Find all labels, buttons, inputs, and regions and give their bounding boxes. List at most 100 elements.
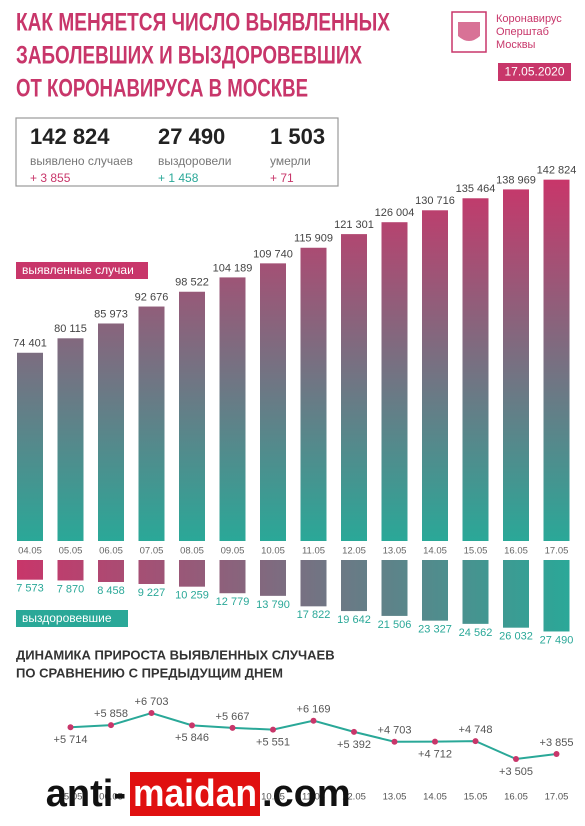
recovered-label: 24 562 [459, 627, 493, 639]
title-line: ОТ КОРОНАВИРУСА В МОСКВЕ [16, 75, 308, 103]
date: 17.05.2020 [504, 65, 564, 79]
recovered-bar [57, 560, 84, 581]
increase-label: +5 714 [54, 734, 88, 746]
logo-text: Москвы [496, 39, 536, 51]
increase-point [432, 738, 438, 745]
case-bar [260, 263, 286, 541]
increase-point [391, 738, 398, 745]
case-label: 104 189 [213, 262, 253, 274]
date-label: 16.05 [504, 792, 528, 803]
date-label: 17.05 [545, 792, 569, 803]
case-bar [17, 352, 43, 541]
title-line: ЗАБОЛЕВШИХ И ВЫЗДОРОВЕВШИХ [16, 42, 362, 70]
legend-label: выявленные случаи [22, 263, 134, 277]
increase-point [472, 738, 479, 745]
case-bar [300, 247, 327, 541]
increase-point [513, 756, 519, 762]
date-label: 12.05 [342, 792, 366, 803]
recovered-bar [543, 560, 570, 632]
case-label: 121 301 [334, 219, 374, 231]
date-label: 13.05 [383, 792, 407, 803]
date-label: 05.05 [59, 792, 83, 803]
increase-label: +5 667 [216, 711, 250, 723]
recovered-label: 8 458 [97, 585, 125, 597]
recovered-label: 7 573 [16, 583, 44, 595]
date-label: 06.05 [99, 546, 123, 557]
recovered-label: 27 490 [540, 634, 574, 646]
stat-value: 27 490 [158, 124, 225, 149]
case-label: 130 716 [415, 195, 455, 207]
date-label: 15.05 [464, 546, 488, 557]
case-bar [341, 234, 367, 542]
recovered-label: 17 822 [297, 609, 331, 621]
increase-point [67, 724, 74, 731]
recovered-label: 21 506 [378, 619, 412, 631]
increase-point [553, 750, 560, 757]
increase-point [108, 722, 114, 729]
case-label: 135 464 [456, 183, 496, 195]
stat-label: умерли [270, 154, 311, 168]
case-label: 80 115 [54, 323, 87, 335]
date-label: 04.05 [18, 546, 42, 557]
case-label: 109 740 [253, 248, 293, 260]
date-label: 11.05 [302, 546, 325, 557]
recovered-label: 23 327 [418, 624, 452, 636]
date-label: 09.05 [221, 546, 245, 557]
case-bar [543, 179, 570, 541]
increase-point [351, 728, 357, 735]
date-label: 17.05 [545, 546, 569, 557]
title-line: КАК МЕНЯЕТСЯ ЧИСЛО ВЫЯВЛЕННЫХ [16, 9, 390, 37]
recovered-label: 10 259 [175, 590, 209, 602]
increase-point [148, 710, 155, 717]
stat-label: выздоровели [158, 154, 231, 168]
case-bar [219, 277, 246, 541]
increase-label: +4 748 [459, 724, 493, 736]
legend-box [16, 610, 128, 627]
increase-label: +5 392 [337, 739, 371, 751]
logo-text: Коронавирус [496, 13, 562, 25]
stats-box [15, 117, 339, 187]
stat-delta: + 3 855 [30, 171, 71, 185]
date-label: 05.05 [59, 546, 83, 557]
increase-label: +4 703 [378, 725, 412, 737]
recovered-label: 12 779 [216, 596, 250, 608]
recovered-bar [341, 560, 367, 612]
recovered-label: 26 032 [499, 631, 533, 643]
logo-text: Оперштаб [496, 26, 549, 38]
recovered-bar [98, 560, 124, 582]
recovered-bar [138, 560, 165, 584]
increase-label: +5 858 [94, 708, 128, 720]
recovered-bar [381, 560, 408, 616]
recovered-label: 19 642 [337, 614, 371, 626]
date-label: 10.05 [261, 792, 285, 803]
increase-label: +3 505 [499, 766, 533, 778]
date-label: 16.05 [504, 546, 528, 557]
increase-label: +5 551 [256, 736, 290, 748]
recovered-label: 7 870 [57, 583, 85, 595]
recovered-bar [300, 560, 327, 607]
stat-delta: + 1 458 [158, 171, 199, 185]
increase-label: +5 846 [175, 732, 209, 744]
stat-value: 1 503 [270, 124, 325, 149]
date-label: 13.05 [383, 546, 407, 557]
date-label: 06.05 [99, 792, 123, 803]
increase-label: +3 855 [540, 737, 574, 749]
chart-title: ПО СРАВНЕНИЮ С ПРЕДЫДУЩИМ ДНЕМ [16, 665, 283, 680]
recovered-bar [422, 560, 448, 621]
logo-shield [458, 22, 480, 41]
case-label: 85 973 [94, 308, 128, 320]
chart-title: ДИНАМИКА ПРИРОСТА ВЫЯВЛЕННЫХ СЛУЧАЕВ [16, 647, 335, 662]
case-bar [179, 291, 205, 541]
stat-label: выявлено случаев [30, 154, 133, 168]
increase-label: +6 169 [297, 704, 331, 716]
case-bar [381, 222, 408, 541]
case-bar [462, 198, 489, 542]
watermark: anti- [46, 773, 126, 815]
case-bar [98, 323, 124, 541]
case-bar [57, 338, 84, 541]
case-bar [422, 210, 448, 541]
recovered-bar [219, 560, 246, 594]
recovered-bar [503, 560, 529, 628]
stat-value: 142 824 [30, 124, 110, 149]
